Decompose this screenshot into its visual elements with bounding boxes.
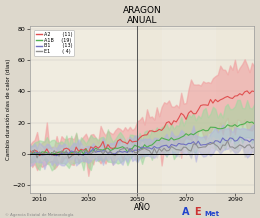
Text: © Agencia Estatal de Meteorología: © Agencia Estatal de Meteorología [5,213,74,217]
Bar [137,26,260,193]
Text: Met: Met [204,211,219,217]
Text: E: E [194,207,200,217]
Legend: A2        (11), A1B     (19), B1        (13), E1        ( 4): A2 (11), A1B (19), B1 (13), E1 ( 4) [34,30,74,56]
Title: ARAGON
ANUAL: ARAGON ANUAL [123,5,161,25]
Text: A: A [182,207,190,217]
Y-axis label: Cambio duración olas de calor (dias): Cambio duración olas de calor (dias) [5,59,11,160]
X-axis label: AÑO: AÑO [134,203,151,213]
Bar [162,26,215,193]
